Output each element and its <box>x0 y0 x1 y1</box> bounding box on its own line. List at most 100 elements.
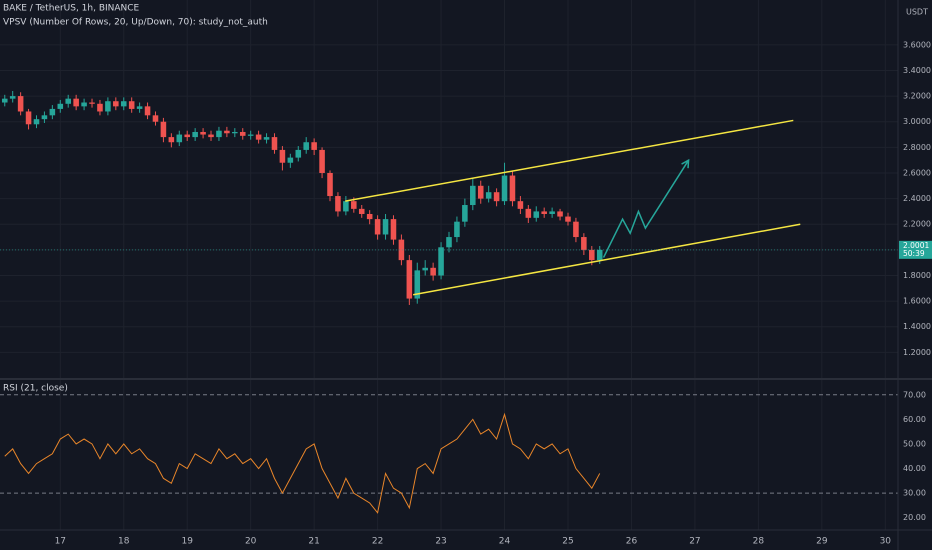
candle-body <box>430 267 436 276</box>
last-price-badge <box>899 240 932 259</box>
candle-body <box>9 96 16 99</box>
candle-body <box>470 185 476 206</box>
y-tick-label: 30.00 <box>903 489 926 498</box>
candle-body <box>517 201 524 209</box>
candle-body <box>533 211 540 218</box>
candle-body <box>113 101 119 107</box>
countdown-label: 50:39 <box>903 249 925 258</box>
trendline <box>413 223 801 296</box>
candle-body <box>136 106 143 109</box>
y-tick-label: 50.00 <box>903 439 926 448</box>
candle-body <box>105 101 111 112</box>
candle-body <box>287 157 294 163</box>
y-tick-label: 1.6000 <box>903 297 931 306</box>
candle-body <box>358 208 365 214</box>
grid-layer <box>0 0 898 530</box>
candle-body <box>390 219 397 240</box>
candle-body <box>596 249 603 261</box>
candle-body <box>565 216 571 222</box>
y-tick-label: 1.4000 <box>903 322 931 331</box>
candle-body <box>366 213 373 220</box>
rsi-line <box>4 412 601 514</box>
x-tick-label: 23 <box>435 537 446 547</box>
symbol-title: BAKE / TetherUS, 1h, BINANCE <box>3 4 140 14</box>
candle-body <box>168 137 175 143</box>
currency-label: USDT <box>906 8 928 17</box>
candle-body <box>406 260 413 299</box>
x-tick-label: 30 <box>880 537 892 547</box>
candle-body <box>247 134 254 136</box>
candle-body <box>239 131 246 136</box>
candle-body <box>557 211 563 217</box>
y-tick-label: 3.2000 <box>903 92 931 101</box>
candle-body <box>493 192 500 202</box>
candle-body <box>477 185 484 199</box>
candle-body <box>485 192 492 199</box>
candle-body <box>271 137 278 150</box>
candle-body <box>398 239 405 261</box>
rsi-title: RSI (21, close) <box>3 384 68 394</box>
candle-body <box>152 115 159 122</box>
candle-body <box>422 267 428 271</box>
candle-body <box>192 131 198 138</box>
candle-body <box>501 175 508 202</box>
candle-body <box>97 103 103 112</box>
candle-body <box>1 98 8 103</box>
y-tick-label: 20.00 <box>903 513 926 522</box>
y-tick-label: 1.2000 <box>903 348 931 357</box>
candle-body <box>144 106 151 116</box>
y-tick-label: 3.4000 <box>903 66 931 75</box>
x-tick-label: 26 <box>626 537 638 547</box>
candle-body <box>160 121 167 138</box>
candle-body <box>311 142 317 150</box>
candle-body <box>525 208 532 218</box>
candle-body <box>65 98 71 104</box>
candle-body <box>509 175 516 202</box>
candle-body <box>120 101 127 107</box>
candle-body <box>89 102 95 104</box>
projection-arrowhead <box>681 158 690 169</box>
y-tick-label: 3.0000 <box>903 117 931 126</box>
candle-body <box>462 205 468 222</box>
candle-body <box>255 134 262 140</box>
candle-body <box>49 108 56 116</box>
candle-body <box>549 211 555 214</box>
candle-body <box>573 221 579 238</box>
candle-body <box>41 115 48 120</box>
candle-body <box>589 249 595 261</box>
x-tick-label: 20 <box>245 537 257 547</box>
x-tick-label: 17 <box>55 537 66 547</box>
candle-body <box>81 102 87 107</box>
x-tick-label: 29 <box>816 537 828 547</box>
candle-body <box>335 196 341 212</box>
x-tick-label: 21 <box>308 537 319 547</box>
candle-body <box>57 103 64 109</box>
candle-body <box>382 219 389 235</box>
candle-body <box>446 237 452 248</box>
candle-body <box>176 134 183 143</box>
candle-body <box>374 219 381 235</box>
candle-body <box>216 130 222 138</box>
y-tick-label: 3.6000 <box>903 40 931 49</box>
candle-body <box>319 149 325 173</box>
x-tick-label: 28 <box>753 537 765 547</box>
x-tick-label: 24 <box>499 537 511 547</box>
candle-body <box>208 134 214 138</box>
y-tick-label: 60.00 <box>903 415 926 424</box>
candle-body <box>224 130 230 134</box>
mark-layer <box>0 90 898 514</box>
x-tick-label: 27 <box>689 537 700 547</box>
candle-body <box>438 247 444 276</box>
y-tick-label: 70.00 <box>903 390 926 399</box>
candle-body <box>279 149 286 163</box>
candle-body <box>541 211 547 214</box>
candle-body <box>581 237 587 250</box>
y-tick-label: 1.8000 <box>903 271 931 280</box>
y-tick-label: 2.2000 <box>903 220 931 229</box>
candle-body <box>414 270 421 299</box>
candle-body <box>128 101 135 109</box>
y-tick-label: 2.6000 <box>903 168 931 177</box>
trendline <box>345 119 794 202</box>
candle-body <box>25 111 32 125</box>
indicator-title: VPSV (Number Of Rows, 20, Up/Down, 70): … <box>3 18 268 28</box>
